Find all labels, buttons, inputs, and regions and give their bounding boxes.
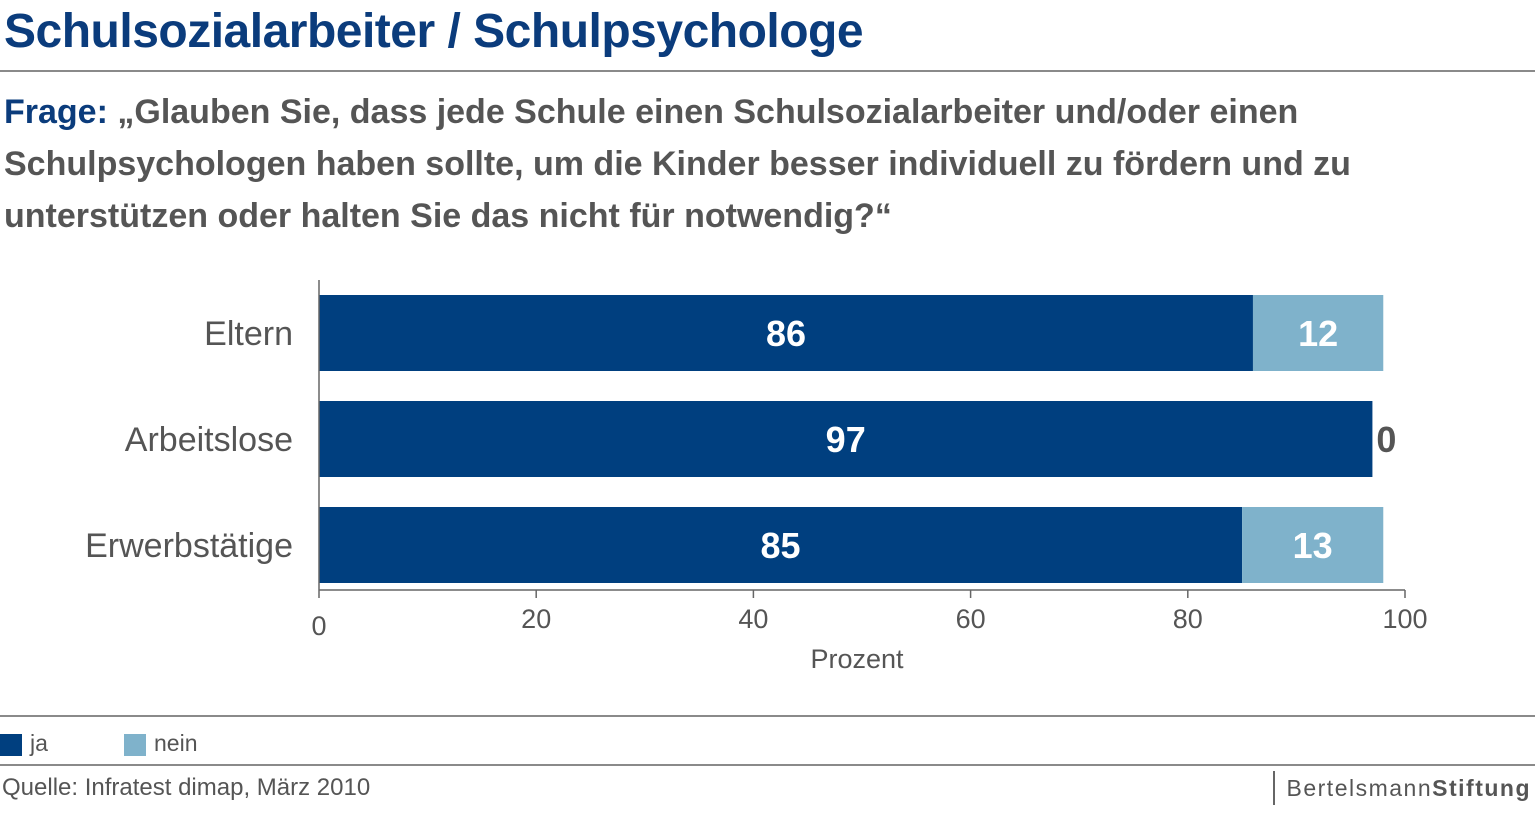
category-label-eltern: Eltern [204,315,293,353]
legend-label-ja: ja [30,730,48,756]
x-tick-label-20: 20 [521,604,551,634]
question-text: „Glauben Sie, dass jede Schule einen Sch… [4,93,1351,235]
bar-nein-erwerbst-tige [1242,507,1384,583]
category-label-arbeitslose: Arbeitslose [125,421,293,459]
legend-item-ja: ja [0,730,48,757]
category-labels: Eltern Arbeitslose Erwerbstätige [85,315,293,565]
question-label: Frage: [4,93,108,131]
bar-nein-eltern [1252,295,1384,371]
legend-item-nein: nein [124,730,197,757]
bar-ja-erwerbst-tige [319,507,1243,583]
title-divider [0,70,1535,72]
x-tick-label-100: 100 [1382,604,1427,634]
x-tick-label-40: 40 [738,604,768,634]
value-label-nein-eltern: 12 [1298,313,1338,354]
value-label-ja-arbeitslose: 97 [826,419,866,460]
legend-swatch-nein [124,733,146,756]
bar-ja-arbeitslose [319,401,1373,477]
x-tick-label-80: 80 [1173,604,1203,634]
legend-label-nein: nein [154,730,198,756]
x-axis: 0 20 40 60 80 100 [311,280,1428,641]
x-tick-label-60: 60 [956,604,986,634]
bars [319,295,1384,583]
page-title: Schulsozialarbeiter / Schulpsychologe [4,5,864,58]
value-label-nein-erwerbst-tige: 13 [1293,525,1333,566]
question-block: Frage: „Glauben Sie, dass jede Schule ei… [4,86,1444,242]
value-label-ja-eltern: 86 [766,313,806,354]
legend-swatch-ja [0,733,22,756]
x-axis-label: Prozent [810,644,904,674]
bar-ja-eltern [319,295,1253,371]
logo-part-2: Stiftung [1432,775,1531,801]
brand-logo: BertelsmannStiftung [1272,771,1531,805]
logo-part-1: Bertelsmann [1286,775,1433,801]
value-label-nein-arbeitslose: 0 [1376,419,1396,460]
legend-divider-top [0,715,1535,717]
category-label-erwerbst-tige: Erwerbstätige [85,527,293,565]
bar-chart: Eltern Arbeitslose Erwerbstätige 86 12 97 0 85… [85,280,1428,674]
legend-divider-bottom [0,764,1535,766]
value-labels: 86 12 97 0 85 13 [761,313,1397,566]
source-note: Quelle: Infratest dimap, März 2010 [2,774,371,801]
x-tick-label-0: 0 [311,611,326,641]
value-label-ja-erwerbst-tige: 85 [761,525,801,566]
